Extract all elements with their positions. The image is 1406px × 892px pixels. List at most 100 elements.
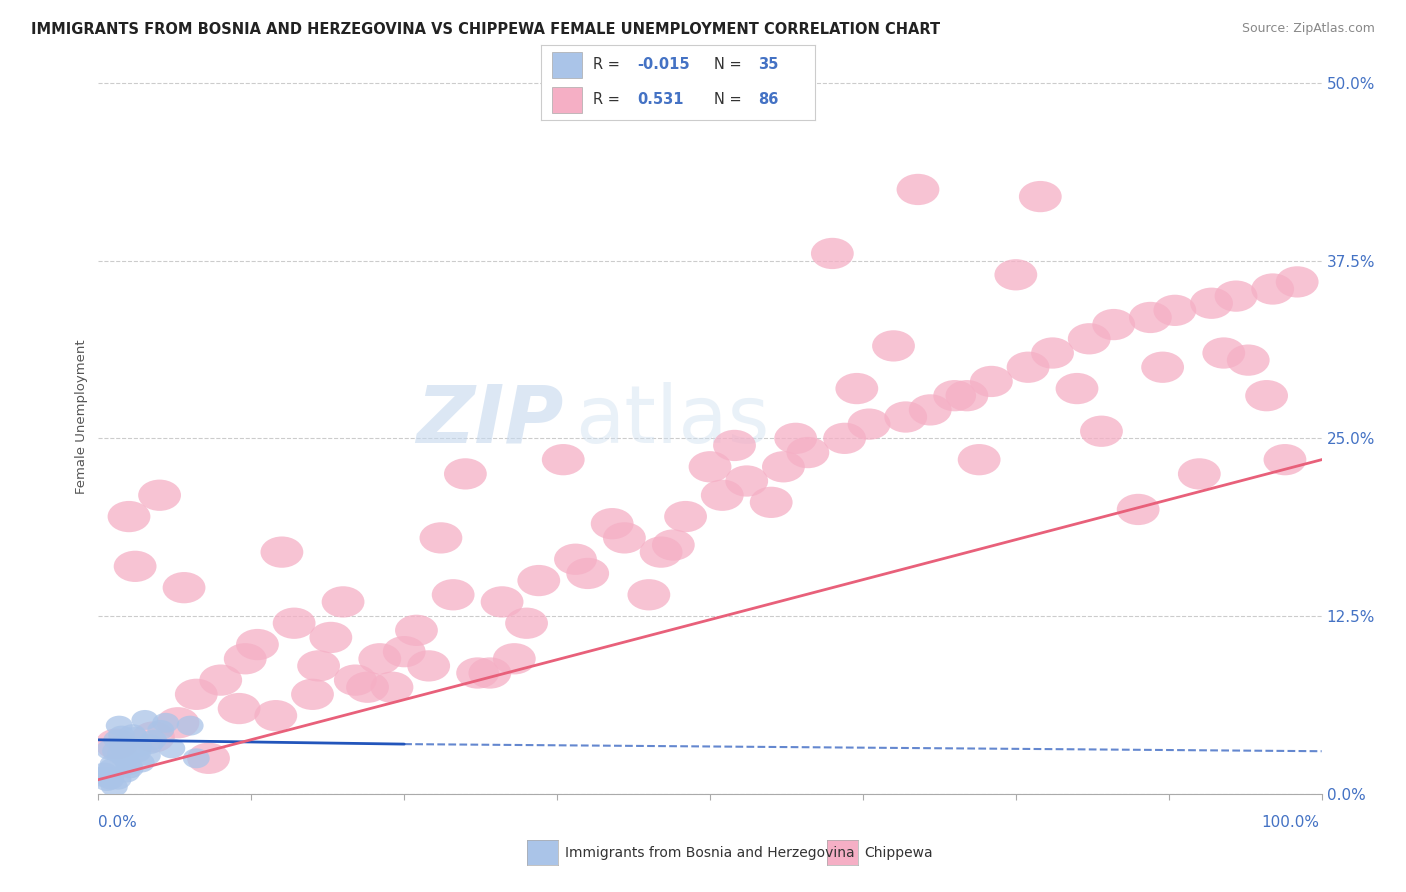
Ellipse shape (97, 770, 124, 789)
Ellipse shape (260, 536, 304, 568)
Ellipse shape (1215, 280, 1257, 312)
Ellipse shape (108, 501, 150, 533)
Ellipse shape (132, 722, 174, 753)
Ellipse shape (115, 756, 142, 775)
Ellipse shape (1251, 273, 1294, 305)
Ellipse shape (152, 713, 179, 732)
Ellipse shape (224, 643, 267, 674)
Ellipse shape (1092, 309, 1135, 340)
Ellipse shape (371, 672, 413, 703)
Text: IMMIGRANTS FROM BOSNIA AND HERZEGOVINA VS CHIPPEWA FEMALE UNEMPLOYMENT CORRELATI: IMMIGRANTS FROM BOSNIA AND HERZEGOVINA V… (31, 22, 941, 37)
Text: ZIP: ZIP (416, 382, 564, 459)
Ellipse shape (89, 767, 115, 787)
Ellipse shape (1178, 458, 1220, 490)
Ellipse shape (346, 672, 389, 703)
Ellipse shape (1142, 351, 1184, 383)
Ellipse shape (359, 643, 401, 674)
Ellipse shape (725, 466, 768, 497)
Ellipse shape (591, 508, 634, 540)
Ellipse shape (110, 734, 136, 754)
Ellipse shape (382, 636, 426, 667)
Ellipse shape (505, 607, 548, 639)
Ellipse shape (908, 394, 952, 425)
Text: Source: ZipAtlas.com: Source: ZipAtlas.com (1241, 22, 1375, 36)
Ellipse shape (1116, 494, 1160, 525)
Ellipse shape (108, 725, 135, 746)
Ellipse shape (103, 741, 129, 761)
Ellipse shape (96, 729, 138, 760)
Ellipse shape (187, 743, 231, 774)
Ellipse shape (1056, 373, 1098, 404)
Ellipse shape (468, 657, 512, 689)
Text: Immigrants from Bosnia and Herzegovina: Immigrants from Bosnia and Herzegovina (565, 846, 855, 860)
Ellipse shape (200, 665, 242, 696)
Ellipse shape (1227, 344, 1270, 376)
Ellipse shape (835, 373, 879, 404)
Ellipse shape (713, 430, 756, 461)
Ellipse shape (96, 739, 122, 760)
Ellipse shape (567, 558, 609, 589)
Ellipse shape (872, 330, 915, 361)
Ellipse shape (141, 730, 167, 750)
Ellipse shape (1031, 337, 1074, 368)
Ellipse shape (254, 700, 297, 731)
Ellipse shape (100, 754, 127, 774)
Ellipse shape (134, 746, 160, 765)
Ellipse shape (444, 458, 486, 490)
Ellipse shape (291, 679, 333, 710)
Ellipse shape (408, 650, 450, 681)
Ellipse shape (297, 650, 340, 681)
Ellipse shape (94, 767, 122, 787)
Ellipse shape (122, 727, 149, 747)
Ellipse shape (104, 770, 131, 789)
Ellipse shape (627, 579, 671, 610)
Ellipse shape (112, 763, 141, 782)
Ellipse shape (333, 665, 377, 696)
Ellipse shape (136, 734, 163, 754)
Ellipse shape (652, 529, 695, 561)
Ellipse shape (640, 536, 682, 568)
Ellipse shape (112, 748, 139, 768)
Text: N =: N = (714, 92, 747, 107)
Ellipse shape (177, 715, 204, 736)
Ellipse shape (749, 487, 793, 518)
Ellipse shape (811, 238, 853, 269)
Text: -0.015: -0.015 (637, 57, 690, 72)
Bar (553, 87, 582, 112)
Text: 35: 35 (758, 57, 779, 72)
Text: Chippewa: Chippewa (865, 846, 934, 860)
Ellipse shape (419, 522, 463, 554)
Ellipse shape (603, 522, 645, 554)
Ellipse shape (1080, 416, 1123, 447)
Ellipse shape (183, 748, 209, 768)
Ellipse shape (517, 565, 560, 596)
Ellipse shape (1129, 301, 1171, 333)
Ellipse shape (494, 643, 536, 674)
Ellipse shape (120, 724, 146, 744)
Ellipse shape (174, 679, 218, 710)
Ellipse shape (456, 657, 499, 689)
Ellipse shape (103, 730, 131, 750)
Ellipse shape (689, 451, 731, 483)
Ellipse shape (124, 743, 150, 763)
Ellipse shape (159, 739, 186, 758)
Ellipse shape (117, 758, 143, 778)
Ellipse shape (664, 501, 707, 533)
Ellipse shape (945, 380, 988, 411)
Ellipse shape (98, 758, 125, 778)
Ellipse shape (395, 615, 437, 646)
Ellipse shape (94, 771, 121, 791)
Ellipse shape (1019, 181, 1062, 212)
Ellipse shape (957, 444, 1001, 475)
Ellipse shape (823, 423, 866, 454)
Ellipse shape (786, 437, 830, 468)
Text: atlas: atlas (575, 382, 770, 459)
Ellipse shape (1153, 294, 1197, 326)
Ellipse shape (107, 744, 134, 764)
Ellipse shape (1264, 444, 1306, 475)
Ellipse shape (554, 543, 598, 574)
Ellipse shape (101, 777, 128, 797)
Ellipse shape (432, 579, 475, 610)
Text: R =: R = (593, 92, 624, 107)
Ellipse shape (105, 715, 132, 736)
